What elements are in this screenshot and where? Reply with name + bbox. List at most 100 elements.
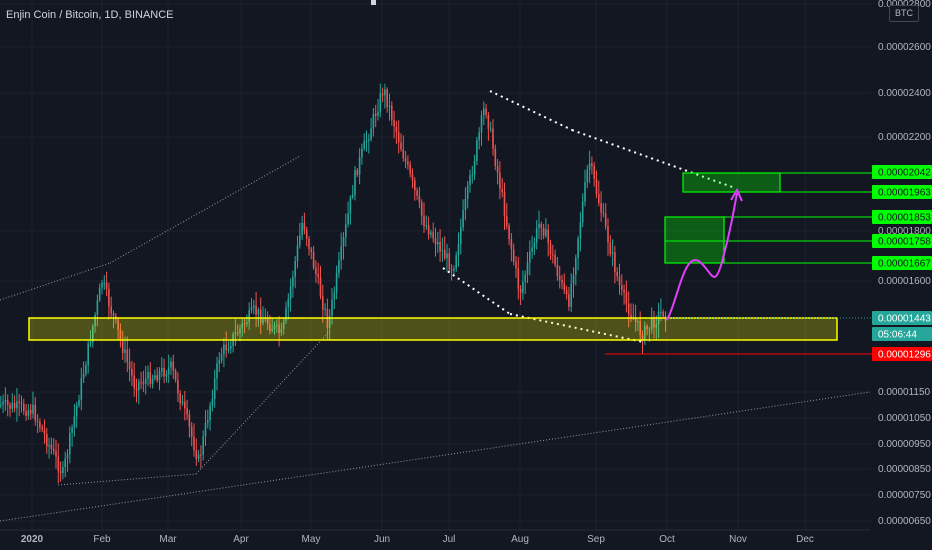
partial-glyph-mark [371, 0, 376, 5]
candle-body [85, 365, 87, 374]
candle-body [425, 225, 428, 227]
candle-body [547, 229, 549, 244]
candle-body [646, 325, 648, 330]
candle-body [593, 165, 595, 179]
candle-body [236, 332, 239, 334]
candle-body [282, 320, 285, 329]
candlestick-series[interactable] [0, 83, 667, 484]
candle-body [126, 349, 129, 363]
candle-body [455, 255, 457, 269]
candle-body [190, 426, 193, 437]
candle-body [377, 111, 379, 116]
time-tick-label: May [302, 534, 321, 545]
candle-body [545, 229, 547, 236]
candle-body [634, 317, 637, 322]
candle-body [207, 420, 209, 424]
candle-body [66, 454, 69, 459]
candle-body [128, 362, 131, 369]
price-axis-label: 0.00001296 [872, 347, 932, 361]
candle-body [515, 261, 517, 269]
time-tick-label: Mar [159, 534, 177, 545]
trendline-upper-left [0, 262, 111, 301]
candle-body [20, 402, 23, 405]
candle-body [450, 269, 453, 271]
candle-body [55, 451, 57, 457]
candle-body [158, 371, 161, 381]
candle-body [526, 262, 529, 275]
candle-body [172, 361, 175, 371]
candle-body [381, 93, 384, 96]
candle-body [519, 288, 522, 293]
candle-body [64, 458, 66, 468]
candle-body [533, 242, 536, 248]
candle-body [630, 314, 632, 318]
candle-body [563, 282, 566, 291]
candle-body [556, 264, 559, 276]
candle-body [552, 254, 554, 256]
candle-body [276, 324, 278, 326]
candle-body [349, 197, 352, 214]
price-axis-label: 0.00002042 [872, 165, 932, 179]
grid-lines [0, 0, 870, 530]
time-tick-label: Jun [374, 534, 390, 545]
candle-body [529, 251, 531, 263]
candle-body [121, 339, 124, 353]
candle-body [234, 332, 237, 335]
currency-button[interactable]: BTC [889, 5, 919, 22]
candle-body [87, 343, 89, 366]
candle-body [407, 161, 409, 165]
candle-body [4, 399, 7, 402]
candle-body [94, 314, 96, 327]
candle-body [163, 368, 165, 377]
candle-body [621, 285, 623, 290]
candle-body [439, 241, 441, 252]
candle-body [257, 309, 260, 315]
candle-body [427, 225, 430, 235]
candle-body [510, 239, 513, 250]
falling-wedge-top [571, 129, 736, 189]
candle-body [271, 329, 273, 331]
candle-body [211, 398, 214, 406]
svg-text:0.00001296: 0.00001296 [878, 350, 931, 361]
falling-wedge-bottom [509, 313, 644, 343]
candle-body [489, 128, 492, 130]
candle-body [655, 323, 658, 328]
candle-body [368, 139, 370, 141]
candle-body [269, 324, 271, 331]
candle-body [363, 141, 365, 149]
time-axis[interactable]: 2020 Feb Mar Apr May Jun Jul Aug Sep Oct Nov Dec [0, 529, 870, 545]
candle-body [80, 378, 83, 400]
candle-body [609, 242, 612, 254]
candle-body [248, 310, 250, 323]
target-zone-1[interactable] [682, 172, 781, 193]
candle-body [41, 427, 43, 430]
price-axis[interactable]: 0.000028000.000026000.000024000.00002200… [878, 0, 931, 527]
candle-body [310, 248, 313, 252]
symbol-title[interactable]: Enjin Coin / Bitcoin, 1D, BINANCE [6, 9, 174, 21]
price-tick-label: 0.00001150 [878, 387, 931, 398]
candle-body [259, 309, 262, 324]
candle-body [184, 401, 186, 409]
candle-body [361, 148, 363, 158]
candle-body [59, 471, 62, 473]
candle-body [653, 317, 655, 328]
candle-body [294, 261, 296, 277]
candle-body [453, 268, 455, 271]
time-tick-label: Feb [93, 534, 111, 545]
candle-body [299, 235, 301, 246]
candle-body [393, 119, 395, 127]
price-tick-label: 0.00001800 [878, 226, 931, 237]
support-zone[interactable] [28, 317, 838, 341]
candle-body [266, 317, 269, 325]
candle-body [225, 344, 227, 351]
candle-body [149, 371, 152, 384]
candle-body [540, 223, 543, 228]
candle-body [119, 329, 122, 340]
target-zone-2[interactable] [664, 216, 725, 264]
candle-body [246, 322, 248, 325]
price-tick-label: 0.00000650 [878, 516, 931, 527]
price-axis-label: 0.00001667 [872, 256, 932, 270]
candle-body [209, 405, 211, 421]
candle-body [110, 306, 112, 314]
